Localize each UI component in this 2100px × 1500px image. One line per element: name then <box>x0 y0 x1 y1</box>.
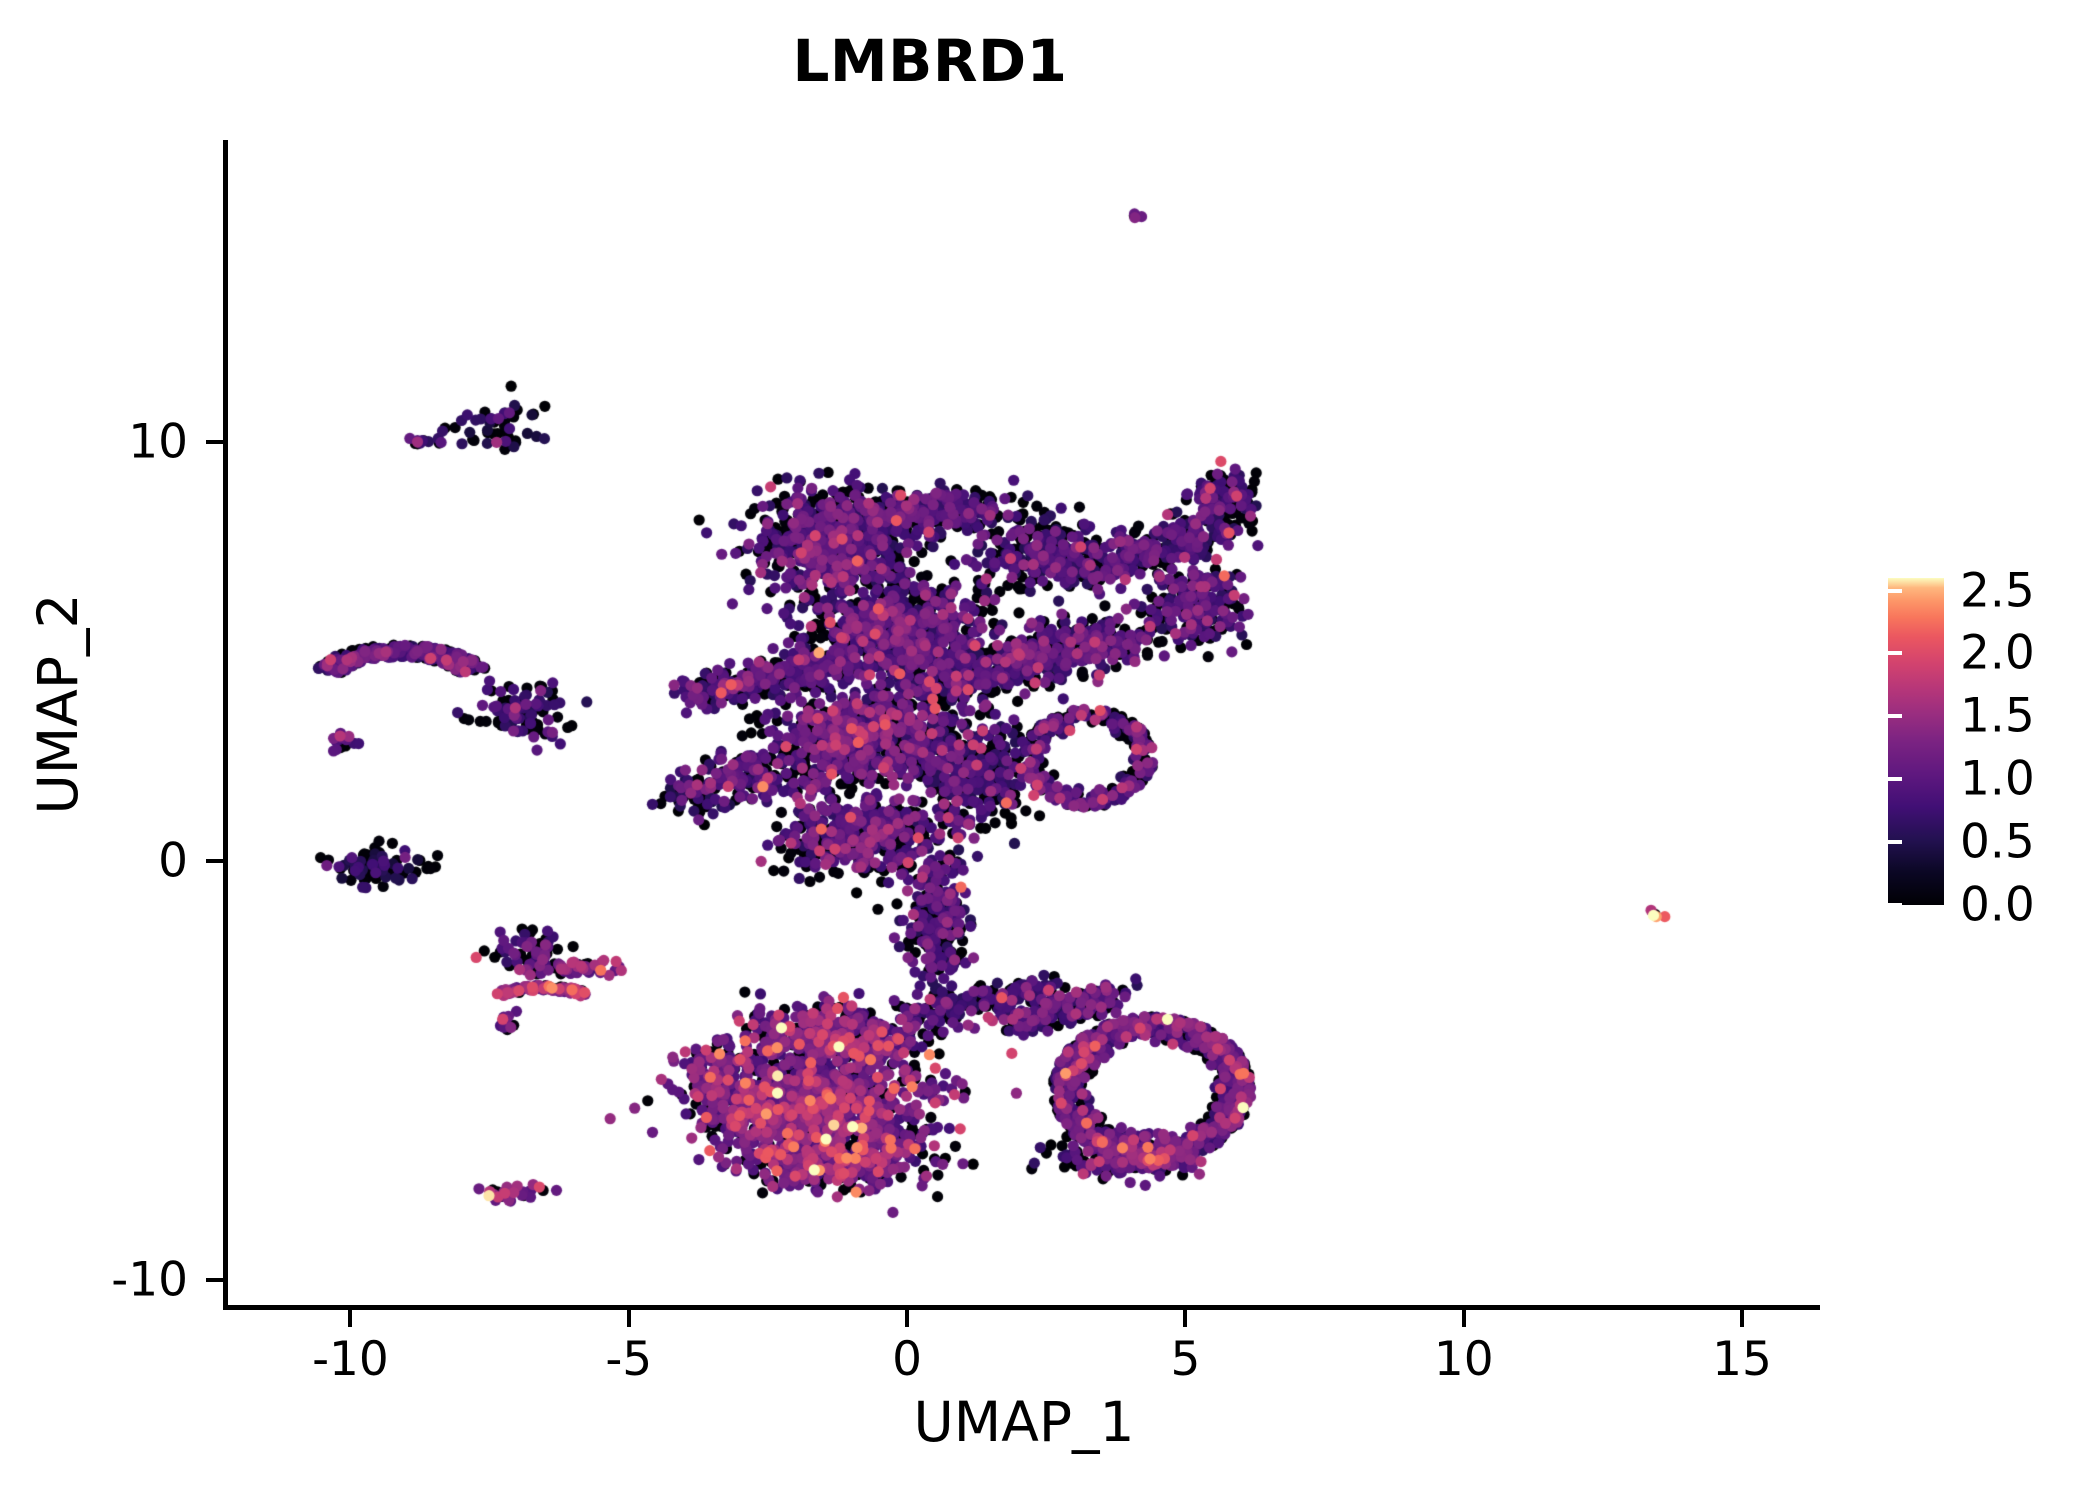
scatter-plot-canvas <box>228 140 1820 1305</box>
colorbar-tick-mark <box>1888 714 1902 719</box>
x-tick-label: 10 <box>1433 1332 1494 1387</box>
colorbar-tick-mark <box>1888 840 1902 845</box>
x-tick-label: 5 <box>1170 1332 1201 1387</box>
x-tick-mark <box>626 1310 631 1327</box>
colorbar-tick-mark <box>2074 651 2088 656</box>
colorbar-tick-mark <box>2074 588 2088 593</box>
colorbar-tick-mark <box>2074 714 2088 719</box>
x-axis-spine <box>223 1305 1820 1310</box>
x-axis-label: UMAP_1 <box>913 1390 1135 1454</box>
x-tick-label: -10 <box>312 1332 389 1387</box>
x-tick-mark <box>348 1310 353 1327</box>
y-tick-mark <box>206 1277 223 1282</box>
x-tick-mark <box>905 1310 910 1327</box>
y-tick-mark <box>206 858 223 863</box>
page-title: LMBRD1 <box>792 27 1068 95</box>
colorbar-tick-mark <box>1888 777 1902 782</box>
x-tick-label: 0 <box>892 1332 923 1387</box>
colorbar-tick-mark <box>1888 588 1902 593</box>
y-axis-label: UMAP_2 <box>26 593 90 815</box>
y-axis-spine <box>223 140 228 1310</box>
x-tick-label: -5 <box>605 1332 653 1387</box>
colorbar-tick-label: 1.5 <box>1960 688 2035 744</box>
colorbar-tick-label: 2.5 <box>1960 563 2035 619</box>
colorbar-tick-mark <box>2074 840 2088 845</box>
colorbar-tick-label: 2.0 <box>1960 625 2035 681</box>
colorbar-gradient <box>1888 578 1944 905</box>
x-tick-mark <box>1461 1310 1466 1327</box>
y-tick-label: 0 <box>158 833 188 889</box>
colorbar-tick-mark <box>2074 777 2088 782</box>
x-tick-mark <box>1740 1310 1745 1327</box>
y-tick-mark <box>206 439 223 444</box>
colorbar-tick-mark <box>1888 651 1902 656</box>
x-tick-label: 15 <box>1712 1332 1772 1387</box>
y-tick-label: 10 <box>128 414 188 470</box>
plot-axes: -10 -5 0 5 10 15 10 0 -10 <box>111 140 1820 1387</box>
colorbar-tick-label: 0.5 <box>1960 814 2035 870</box>
y-tick-label: -10 <box>111 1252 188 1308</box>
colorbar-tick-mark <box>2074 903 2088 907</box>
colorbar-tick-mark <box>1888 903 1902 907</box>
colorbar-tick-label: 1.0 <box>1960 751 2035 807</box>
colorbar: 2.5 2.0 1.5 1.0 0.5 0.0 <box>1888 563 2088 933</box>
x-tick-mark <box>1183 1310 1188 1327</box>
colorbar-tick-label: 0.0 <box>1960 877 2035 933</box>
